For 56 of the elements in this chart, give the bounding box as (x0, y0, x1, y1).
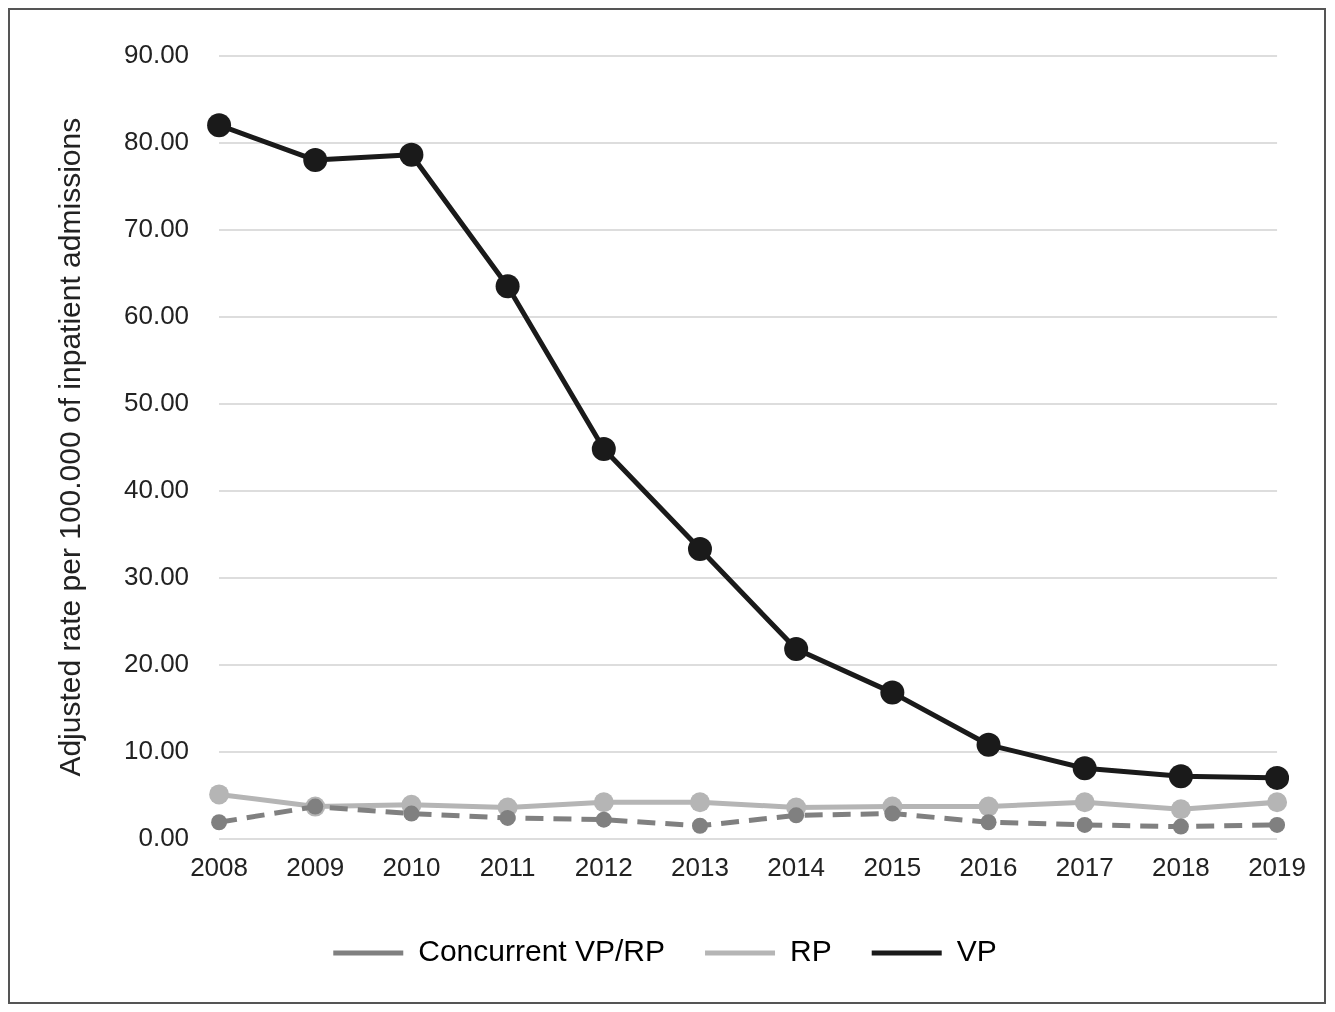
point (209, 784, 230, 805)
point (211, 814, 228, 831)
legend-label: VP (956, 934, 997, 968)
point (1170, 799, 1191, 820)
point (1172, 818, 1189, 835)
point (978, 796, 999, 817)
x-tick-label: 2014 (767, 851, 826, 882)
y-tick-label: 50.00 (123, 386, 190, 417)
x-tick-label: 2019 (1248, 851, 1306, 882)
x-tick-label: 2016 (959, 851, 1018, 882)
y-tick-label: 40.00 (123, 473, 190, 504)
legend-label: Concurrent VP/RP (418, 934, 666, 968)
point (880, 680, 905, 705)
point (1074, 792, 1095, 813)
point (784, 637, 809, 662)
point (687, 537, 712, 562)
point (593, 792, 614, 813)
x-tick-label: 2018 (1151, 851, 1210, 882)
point (591, 436, 616, 461)
y-tick-label: 30.00 (123, 560, 190, 591)
y-tick-label: 0.00 (138, 821, 190, 852)
y-tick-label: 20.00 (123, 647, 190, 678)
x-tick-label: 2010 (382, 851, 441, 882)
y-tick-label: 10.00 (123, 734, 190, 765)
point (980, 814, 997, 831)
x-tick-label: 2012 (574, 851, 633, 882)
point (1168, 764, 1193, 789)
y-tick-label: 60.00 (123, 299, 190, 330)
point (788, 807, 805, 824)
point (691, 817, 708, 834)
point (1265, 765, 1290, 790)
y-tick-label: 90.00 (123, 38, 190, 69)
point (976, 732, 1001, 757)
point (1072, 756, 1097, 781)
x-tick-label: 2015 (863, 851, 922, 882)
point (1267, 792, 1288, 813)
point (884, 805, 901, 822)
x-tick-label: 2013 (671, 851, 729, 882)
point (207, 113, 232, 138)
legend-label: RP (790, 934, 832, 968)
point (399, 142, 424, 167)
y-axis-title: Adjusted rate per 100.000 of inpatient admissions (53, 117, 87, 777)
x-tick-label: 2008 (190, 851, 248, 882)
x-tick-label: 2011 (479, 851, 536, 882)
point (689, 792, 710, 813)
point (403, 805, 420, 822)
y-tick-label: 80.00 (123, 125, 190, 156)
point (499, 809, 516, 826)
point (495, 274, 520, 299)
point (595, 811, 612, 828)
point (303, 148, 328, 173)
x-tick-label: 2009 (286, 851, 345, 882)
point (1269, 816, 1286, 833)
y-tick-label: 70.00 (123, 212, 190, 243)
x-tick-label: 2017 (1055, 851, 1114, 882)
point (1076, 816, 1093, 833)
